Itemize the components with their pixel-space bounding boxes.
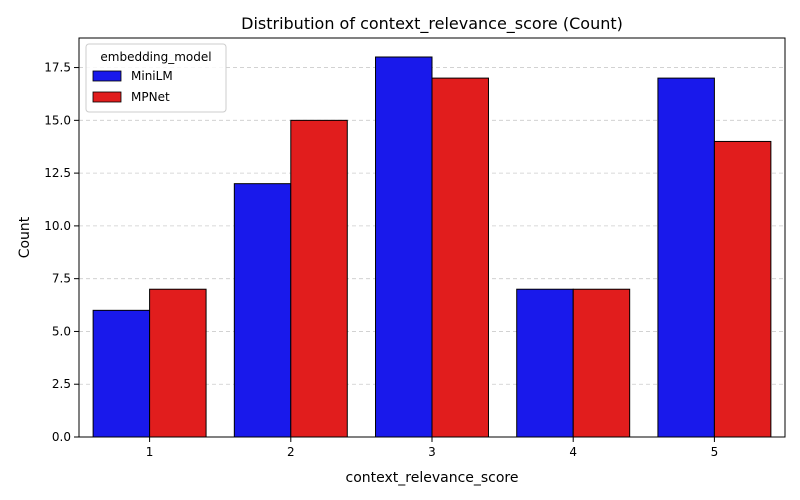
x-tick-label: 4 — [569, 445, 577, 459]
bar-minilm-3 — [375, 56, 433, 438]
bar-minilm-5 — [657, 77, 715, 438]
bar-mpnet-2 — [290, 119, 348, 438]
legend-swatch-mpnet — [92, 91, 122, 103]
bar-minilm-4 — [516, 288, 574, 438]
bar-mpnet-5 — [713, 140, 772, 438]
x-tick-label: 2 — [287, 445, 295, 459]
x-axis-title: context_relevance_score — [346, 470, 519, 486]
y-tick-label: 17.5 — [44, 61, 71, 75]
bar-minilm-2 — [233, 183, 292, 438]
chart-title: Distribution of context_relevance_score … — [241, 14, 623, 34]
x-tick-label: 3 — [428, 445, 436, 459]
x-tick-label: 5 — [711, 445, 719, 459]
x-axis: 1 2 3 4 5 — [146, 437, 718, 459]
bar-mpnet-1 — [149, 288, 207, 438]
legend: embedding_model MiniLM MPNet — [85, 43, 227, 113]
y-tick-label: 15.0 — [44, 113, 71, 127]
legend-label-mpnet: MPNet — [131, 90, 170, 104]
y-axis-title: Count — [17, 216, 33, 258]
bar-mpnet-3 — [431, 77, 489, 438]
y-tick-label: 0.0 — [52, 430, 71, 444]
x-tick-label: 1 — [146, 445, 154, 459]
legend-swatch-minilm — [92, 70, 122, 82]
bar-mpnet-4 — [572, 288, 631, 438]
y-tick-label: 10.0 — [44, 219, 71, 233]
y-axis: 0.0 2.5 5.0 7.5 10.0 12.5 15.0 17.5 — [44, 61, 79, 444]
bar-minilm-1 — [92, 309, 151, 438]
legend-title: embedding_model — [100, 50, 211, 64]
y-tick-label: 5.0 — [52, 324, 71, 338]
y-tick-label: 2.5 — [52, 377, 71, 391]
legend-label-minilm: MiniLM — [131, 69, 173, 83]
y-tick-label: 12.5 — [44, 166, 71, 180]
y-tick-label: 7.5 — [52, 272, 71, 286]
bars — [92, 56, 772, 438]
